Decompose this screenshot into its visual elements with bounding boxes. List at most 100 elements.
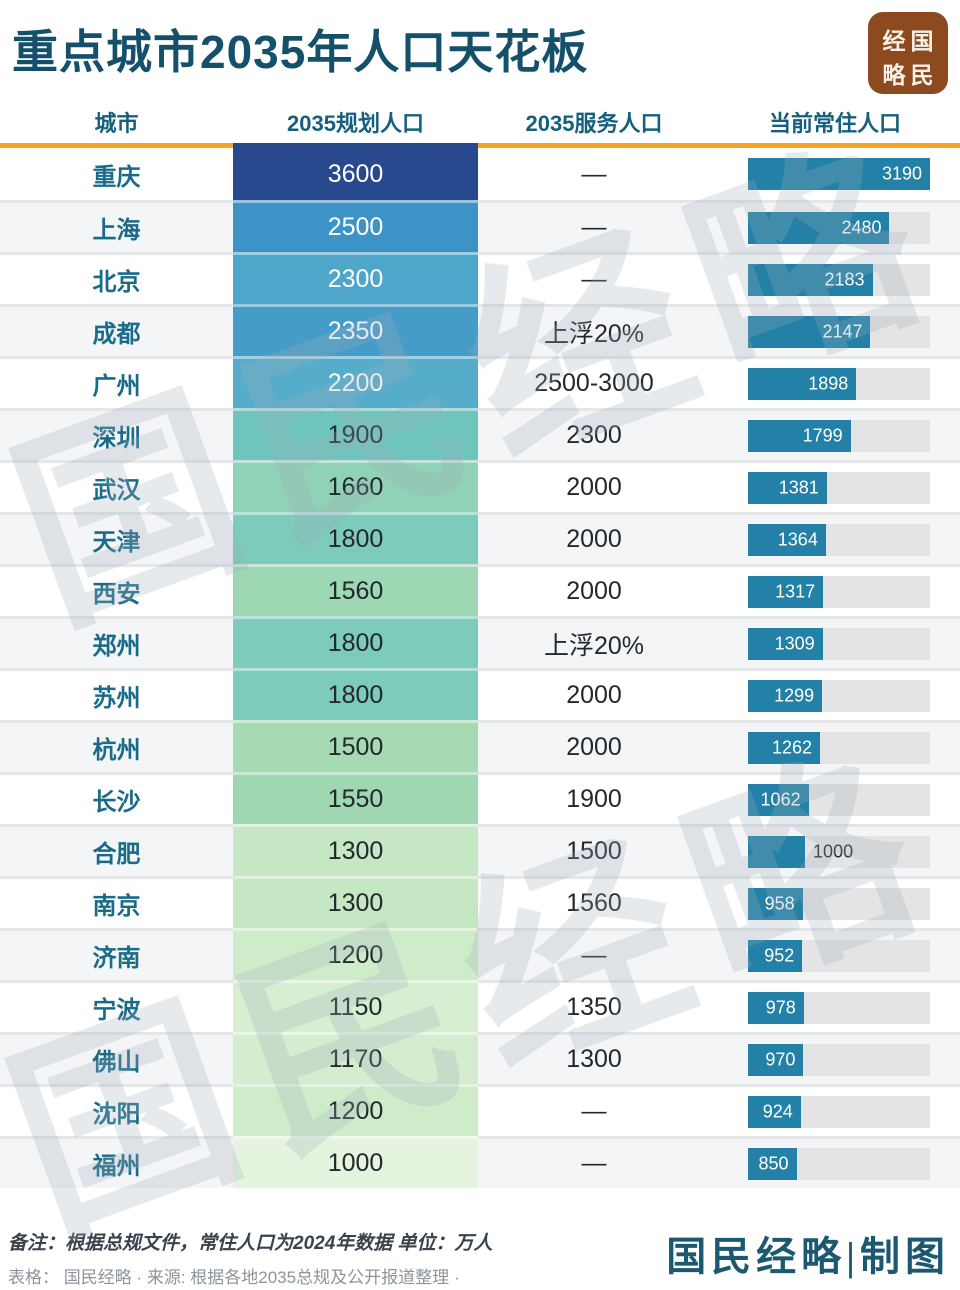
population-bar-value: 2147 — [822, 321, 863, 341]
table-row: 武汉 1660 2000 1381 — [0, 460, 960, 512]
service-population-cell: 2000 — [478, 512, 710, 564]
current-population-cell: 1262 — [710, 720, 960, 772]
population-bar-value: 1299 — [774, 685, 815, 705]
population-bar — [748, 1043, 804, 1076]
plan-population-cell: 1300 — [233, 876, 478, 928]
population-bar — [748, 1147, 797, 1180]
table-row: 西安 1560 2000 1317 — [0, 564, 960, 616]
table-row: 宁波 1150 1350 978 — [0, 980, 960, 1032]
population-bar — [748, 679, 823, 712]
plan-population-cell: 1660 — [233, 460, 478, 512]
service-population-cell: 1900 — [478, 772, 710, 824]
population-bar-track: 970 — [748, 1043, 930, 1076]
population-bar-track: 1364 — [748, 523, 930, 556]
population-bar-value: 1364 — [777, 529, 818, 549]
plan-population-cell: 2300 — [233, 252, 478, 304]
city-name: 重庆 — [92, 163, 141, 191]
population-bar-value: 1000 — [813, 841, 854, 861]
table-row: 天津 1800 2000 1364 — [0, 512, 960, 564]
column-header-city: 城市 — [94, 110, 139, 136]
population-bar-track: 1381 — [748, 471, 930, 504]
current-population-cell: 1309 — [710, 616, 960, 668]
table-row: 济南 1200— 952 — [0, 928, 960, 980]
service-population-cell: 2000 — [478, 668, 710, 720]
population-bar-value: 1309 — [774, 633, 815, 653]
city-name: 武汉 — [0, 460, 233, 512]
plan-population-cell: 1550 — [233, 772, 478, 824]
logo-char-2: 国 — [910, 29, 934, 54]
population-bar-track: 850 — [748, 1147, 930, 1180]
logo-char-3: 略 — [882, 63, 906, 88]
plan-population-cell: 1150 — [233, 980, 478, 1032]
population-bar — [748, 627, 823, 660]
table-row: 成都 2350 上浮20% 2147 — [0, 304, 960, 356]
current-population-cell: 924 — [710, 1084, 960, 1136]
service-population-cell: 2000 — [478, 460, 710, 512]
plan-population-cell: 2500 — [233, 200, 478, 252]
current-population-cell: 970 — [710, 1032, 960, 1084]
population-bar-track: 1062 — [748, 783, 930, 816]
population-bar-value: 958 — [764, 893, 795, 913]
population-bar-track: 1799 — [748, 419, 930, 452]
current-population-cell: 1364 — [710, 512, 960, 564]
plan-population-cell: 3600 — [233, 143, 478, 200]
table-row: 长沙 1550 1900 1062 — [0, 772, 960, 824]
city-name: 北京 — [0, 252, 233, 304]
population-bar-value: 1062 — [760, 789, 801, 809]
population-bar — [748, 523, 826, 556]
table-row: 郑州 1800 上浮20% 1309 — [0, 616, 960, 668]
population-bar — [748, 835, 806, 868]
city-name: 南京 — [0, 876, 233, 928]
current-population-cell: 952 — [710, 928, 960, 980]
service-population-cell: 2000 — [478, 564, 710, 616]
plan-population-cell: 2350 — [233, 304, 478, 356]
current-population-cell: 1799 — [710, 408, 960, 460]
city-name: 苏州 — [0, 668, 233, 720]
table-row: 合肥 1300 1500 1000 — [0, 824, 960, 876]
plan-population-cell: 1200 — [233, 928, 478, 980]
city-name: 成都 — [0, 304, 233, 356]
current-population-cell: 1381 — [710, 460, 960, 512]
city-name: 沈阳 — [0, 1084, 233, 1136]
service-population-cell: — — [478, 1136, 710, 1188]
city-name: 福州 — [0, 1136, 233, 1188]
service-population-cell: 1350 — [478, 980, 710, 1032]
service-population-cell: — — [581, 159, 607, 188]
plan-population-cell: 1800 — [233, 512, 478, 564]
table-body: 重庆 3600—3190 上海 2500—2480 北京 2300—2183 成都 2350 上… — [0, 143, 960, 1188]
population-bar — [748, 419, 851, 452]
plan-population-cell: 1800 — [233, 616, 478, 668]
population-bar — [748, 939, 803, 972]
city-name: 佛山 — [0, 1032, 233, 1084]
population-bar-track: 2480 — [748, 211, 930, 244]
column-header-service-2035: 2035服务人口 — [525, 110, 663, 136]
service-population-cell: — — [478, 1084, 710, 1136]
current-population-cell: 3190 — [710, 148, 960, 200]
plan-population-cell: 1170 — [233, 1032, 478, 1084]
current-population-cell: 1000 — [710, 824, 960, 876]
current-population-cell: 1317 — [710, 564, 960, 616]
population-bar — [748, 263, 873, 296]
city-name: 上海 — [0, 200, 233, 252]
current-population-cell: 850 — [710, 1136, 960, 1188]
city-name: 长沙 — [0, 772, 233, 824]
table-row: 沈阳 1200— 924 — [0, 1084, 960, 1136]
population-bar-track: 1309 — [748, 627, 930, 660]
population-bar-track: 1000 — [748, 835, 930, 868]
population-bar-value: 970 — [765, 1049, 796, 1069]
population-bar — [748, 783, 809, 816]
population-bar-track: 1299 — [748, 679, 930, 712]
service-population-cell: 上浮20% — [478, 616, 710, 668]
service-population-cell: 2000 — [478, 720, 710, 772]
table-row: 广州 2200 2500-3000 1898 — [0, 356, 960, 408]
service-population-cell: 上浮20% — [478, 304, 710, 356]
population-bar-track: 978 — [748, 991, 930, 1024]
population-table: 城市 2035规划人口 2035服务人口 当前常住人口 重庆 3600 — 3190 上… — [0, 100, 960, 1188]
table-row: 佛山 1170 1300 970 — [0, 1032, 960, 1084]
population-bar-track: 952 — [748, 939, 930, 972]
page-title: 重点城市2035年人口天花板 — [12, 26, 589, 78]
table-row: 杭州 1500 2000 1262 — [0, 720, 960, 772]
population-bar-track: 958 — [748, 887, 930, 920]
table-header-row: 城市 2035规划人口 2035服务人口 当前常住人口 — [0, 100, 960, 148]
